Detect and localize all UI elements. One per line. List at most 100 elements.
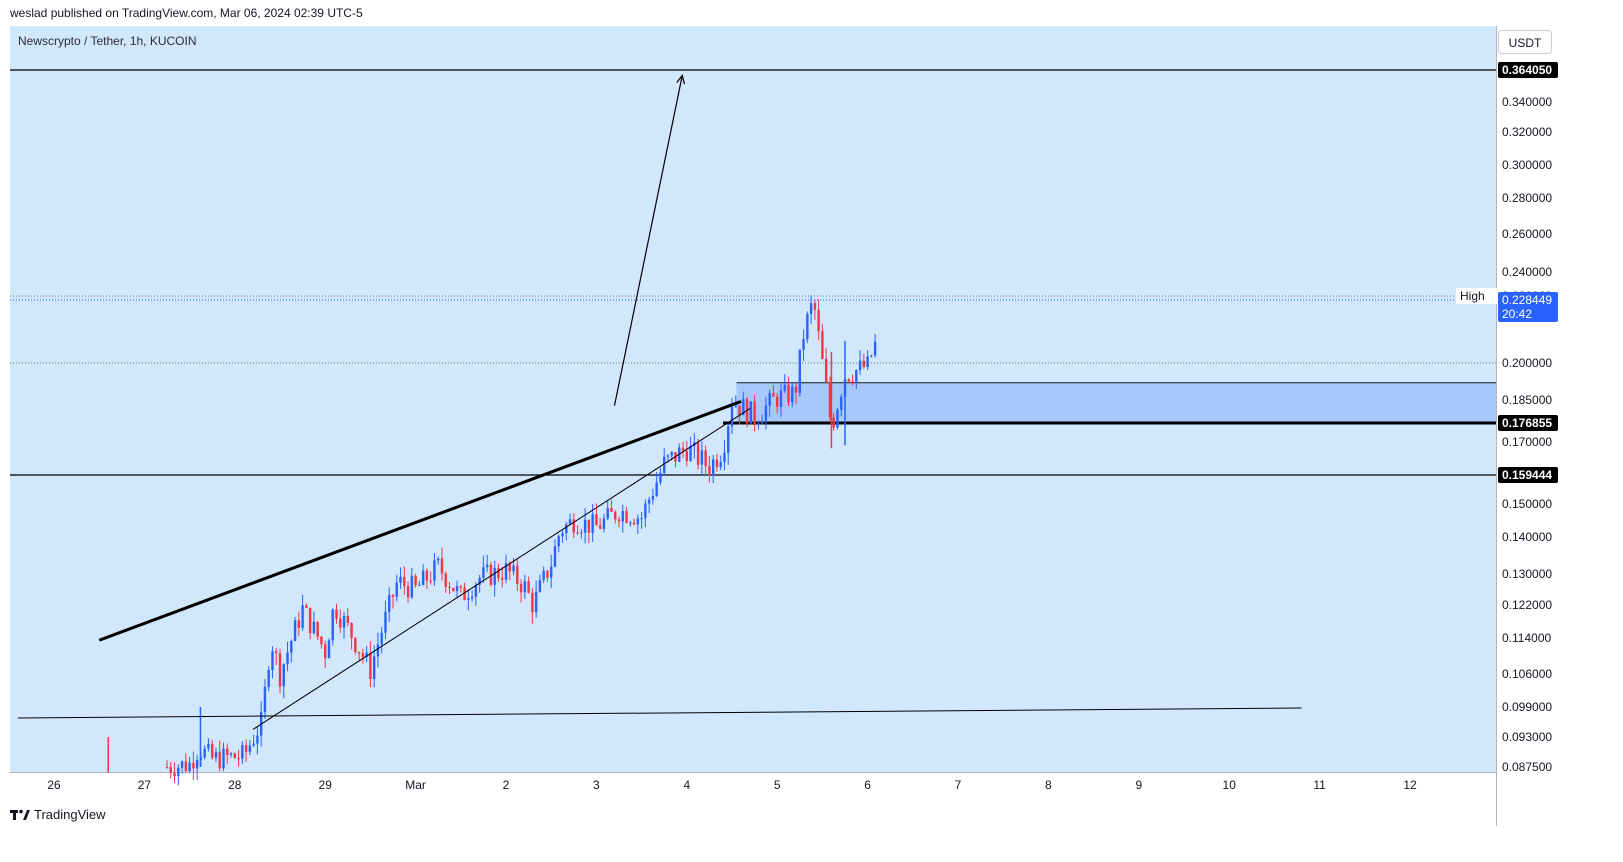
candle-body (862, 360, 866, 368)
zone-low-price-badge[interactable] (1498, 415, 1558, 431)
candle-body (395, 582, 398, 597)
candle-body (440, 558, 444, 574)
candle-body (516, 565, 519, 584)
candle-body (271, 651, 274, 670)
candle-body (504, 563, 508, 580)
candle-body (821, 331, 824, 359)
candle-body (700, 450, 704, 465)
footer-brand-label: TradingView (34, 807, 106, 822)
candle-body (621, 510, 624, 522)
candle-body (425, 570, 429, 581)
candle-body (433, 560, 436, 581)
candle-body (595, 514, 598, 526)
candle-body (625, 510, 628, 523)
candle-body (840, 396, 843, 410)
candle-body (282, 664, 285, 687)
x-tick-label: 12 (1403, 778, 1417, 792)
x-tick-label: 27 (138, 778, 152, 792)
candle-body (538, 580, 542, 592)
candle-body (346, 615, 349, 623)
price-scale-background[interactable] (1496, 26, 1614, 772)
lower-channel-trendline[interactable] (252, 408, 751, 730)
candle-body (275, 651, 278, 654)
symbol-label: Newscrypto / Tether, 1h, KUCOIN (18, 34, 197, 48)
chart-frame[interactable]: 26 27 28 29 Mar 2 3 4 5 6 7 8 9 10 11 12 0.087500 0.09300… (10, 26, 1614, 826)
candle-body (497, 567, 500, 578)
y-tick-label: 0.280000 (1502, 191, 1552, 205)
candle-body (169, 767, 172, 773)
candle-body (806, 313, 809, 340)
last-price-badge[interactable] (1498, 292, 1558, 322)
candle-body (184, 761, 188, 772)
candle-body (870, 355, 873, 357)
candle-body (233, 753, 236, 759)
candle-body (779, 390, 783, 407)
candle-body (749, 401, 753, 424)
x-tick-label: 10 (1223, 778, 1237, 792)
candle-body (485, 564, 489, 568)
candle-body (290, 641, 293, 653)
candle-body (730, 406, 734, 427)
candle-body (278, 653, 282, 687)
candle-body (267, 669, 270, 687)
candle-body (218, 751, 221, 769)
candle-body (305, 605, 308, 608)
candle-body (512, 565, 515, 572)
x-tick-label: 26 (47, 778, 61, 792)
candle-body (851, 381, 854, 383)
candle-body (388, 595, 391, 612)
candle-body (380, 632, 383, 645)
last-price-label: 0.228449 (1502, 293, 1552, 307)
y-tick-label: 0.122000 (1502, 598, 1552, 612)
candle-body (455, 586, 459, 592)
candle-body (211, 743, 214, 758)
candle-body (369, 652, 372, 679)
projection-arrow-line[interactable] (613, 75, 683, 406)
candle-body (696, 442, 700, 465)
x-tick-label: 6 (864, 778, 871, 792)
candle-body (723, 452, 726, 463)
candle-body (711, 459, 715, 476)
candle-body (685, 450, 688, 461)
candle-body (489, 564, 493, 585)
x-tick-label: 3 (593, 778, 600, 792)
x-tick-label: Mar (405, 778, 426, 792)
x-tick-label: 5 (774, 778, 781, 792)
x-tick-label: 8 (1045, 778, 1052, 792)
candle-body (452, 587, 455, 592)
candle-body (293, 620, 297, 642)
candle-body (222, 748, 225, 769)
candle-body (214, 751, 218, 758)
candle-body (873, 341, 877, 356)
candle-body (629, 522, 632, 524)
x-tick-label: 4 (683, 778, 690, 792)
candle-body (794, 386, 798, 393)
candle-body (327, 640, 331, 659)
x-tick-label: 29 (319, 778, 333, 792)
y-tick-label: 0.140000 (1502, 530, 1552, 544)
x-tick-label: 9 (1135, 778, 1142, 792)
candle-body (361, 653, 365, 657)
candle-body (252, 743, 255, 746)
candle-body (598, 525, 602, 529)
x-tick-label: 28 (228, 778, 242, 792)
target-price-badge[interactable] (1498, 62, 1558, 78)
support-price-badge[interactable] (1498, 467, 1558, 483)
candle-body (602, 518, 606, 529)
demand-zone[interactable] (736, 382, 1496, 423)
base-line-trendline[interactable] (17, 707, 1302, 719)
price-chart[interactable]: 26 27 28 29 Mar 2 3 4 5 6 7 8 9 10 11 12 0.087500 0.09300… (10, 26, 1614, 826)
candle-body (301, 605, 304, 628)
candle-body (478, 577, 481, 585)
candle-body (663, 456, 666, 473)
candle-body (572, 519, 575, 533)
y-tick-label: 0.240000 (1502, 265, 1552, 279)
candle-body (177, 767, 180, 777)
upper-channel-trendline[interactable] (98, 400, 742, 642)
candle-body (372, 656, 376, 679)
candle-body (531, 592, 534, 613)
y-tick-label: 0.340000 (1502, 95, 1552, 109)
candle-body (297, 620, 301, 628)
candle-body (444, 573, 447, 587)
currency-button[interactable]: USDT (1498, 30, 1552, 54)
